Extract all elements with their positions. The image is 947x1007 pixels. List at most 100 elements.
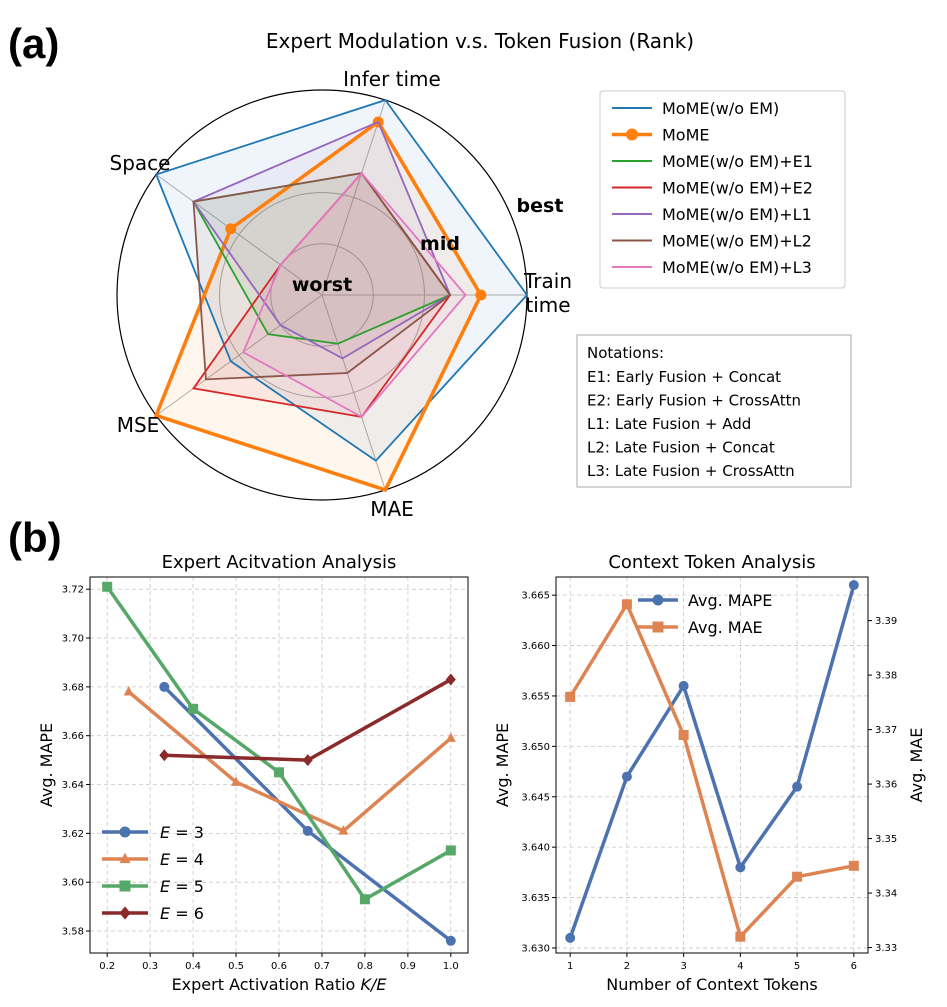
expert-legend: E = 3E = 4E = 5E = 6 bbox=[102, 823, 204, 923]
legend-value: = 4 bbox=[170, 850, 204, 869]
legend-label: E = 5 bbox=[160, 877, 204, 896]
radar-spoke bbox=[155, 174, 323, 296]
data-point bbox=[274, 767, 284, 778]
radar-fill bbox=[193, 173, 451, 417]
legend-value: = 5 bbox=[170, 877, 204, 896]
radar-axis-label: Space bbox=[110, 151, 171, 175]
data-point bbox=[231, 776, 242, 786]
radar-legend: MoME(w/o EM) MoME MoME(w/o EM)+E1 MoME(w/o … bbox=[599, 90, 846, 289]
x-axis-label-var: K/E bbox=[360, 975, 387, 994]
notations-box: Notations: E1: Early Fusion + Concat E2: E… bbox=[576, 334, 852, 488]
legend-marker bbox=[119, 906, 131, 920]
y-tick-label: 3.665 bbox=[521, 591, 550, 602]
data-point bbox=[445, 732, 456, 742]
x-tick-label: 0.2 bbox=[99, 961, 115, 972]
x-tick-label: 3 bbox=[680, 961, 686, 972]
notation-item: L1: Late Fusion + Add bbox=[587, 415, 751, 433]
context-token-chart: Context Token Analysis 1 2 3 4 5 6 3.630 3.635 3.… bbox=[493, 552, 926, 994]
radar-series-line bbox=[192, 120, 452, 360]
y-tick-label: 3.650 bbox=[521, 742, 550, 753]
radar-series-marker bbox=[475, 289, 487, 301]
legend-marker bbox=[626, 128, 638, 141]
radar-fill bbox=[156, 121, 481, 490]
data-point bbox=[102, 581, 113, 592]
y-tick-label: 3.660 bbox=[521, 641, 550, 652]
data-point bbox=[848, 860, 859, 871]
y-tick-label: 3.66 bbox=[62, 731, 84, 742]
legend-marker bbox=[652, 621, 664, 633]
radar-level-best: best bbox=[517, 195, 564, 217]
legend-var: E bbox=[160, 877, 171, 896]
radar-spoke bbox=[155, 294, 323, 416]
y2-tick-label: 3.36 bbox=[875, 780, 897, 791]
legend-marker bbox=[652, 594, 664, 606]
legend-label: Avg. MAE bbox=[688, 618, 763, 637]
panel-label-a: (a) bbox=[8, 20, 59, 67]
data-point bbox=[621, 599, 632, 610]
radar-series-line bbox=[154, 98, 529, 462]
legend-label: E = 6 bbox=[160, 904, 204, 923]
y-tick-label: 3.60 bbox=[62, 878, 84, 889]
legend-var: E bbox=[160, 823, 171, 842]
x-tick-label: 0.8 bbox=[357, 961, 373, 972]
data-point bbox=[792, 871, 803, 882]
legend-label: MoME(w/o EM)+E1 bbox=[662, 152, 813, 171]
notations-title: Notations: bbox=[587, 344, 664, 362]
radar-series-line bbox=[192, 172, 452, 381]
radar-level-mid: mid bbox=[420, 233, 460, 255]
y2-tick-label: 3.39 bbox=[875, 616, 897, 627]
legend-label: E = 3 bbox=[160, 823, 204, 842]
data-point bbox=[338, 825, 349, 835]
x-tick-label: 1 bbox=[567, 961, 573, 972]
notation-item: E2: Early Fusion + CrossAttn bbox=[587, 392, 801, 410]
data-point bbox=[123, 686, 134, 696]
data-point bbox=[848, 580, 859, 591]
radar-level-worst: worst bbox=[292, 274, 352, 296]
notations-frame bbox=[576, 334, 852, 488]
y-tick-label: 3.64 bbox=[62, 780, 84, 791]
series-line bbox=[568, 602, 855, 939]
plot-frame bbox=[555, 576, 869, 954]
expert-activation-chart: Expert Acitvation Analysis 0.2 0.3 0.4 0.5 0.… bbox=[37, 552, 469, 994]
x-tick-label: 0.5 bbox=[228, 961, 244, 972]
panel-label-b: (b) bbox=[8, 514, 62, 561]
legend-var: E bbox=[160, 904, 171, 923]
y-axis-label-left: Avg. MAPE bbox=[493, 723, 512, 807]
y2-tick-label: 3.35 bbox=[875, 834, 897, 845]
legend-value: = 3 bbox=[170, 823, 204, 842]
chart-title: Context Token Analysis bbox=[608, 552, 815, 573]
data-point bbox=[359, 894, 370, 905]
data-point bbox=[445, 935, 456, 946]
y-tick-label: 3.640 bbox=[521, 843, 550, 854]
legend-label: E = 4 bbox=[160, 850, 204, 869]
legend-label: MoME(w/o EM)+L2 bbox=[662, 232, 812, 251]
x-tick-label: 0.6 bbox=[271, 961, 287, 972]
y-tick-label: 3.70 bbox=[62, 634, 84, 645]
y-axis-label: Avg. MAPE bbox=[37, 723, 56, 807]
radar-series-marker bbox=[225, 223, 237, 235]
y-tick-label: 3.630 bbox=[521, 943, 550, 954]
data-point bbox=[678, 730, 689, 741]
radar-axis-label: MAE bbox=[370, 497, 414, 521]
series-line bbox=[127, 690, 452, 833]
radar-fill bbox=[193, 173, 451, 380]
radar-spoke bbox=[321, 99, 386, 296]
y2-tick-label: 3.37 bbox=[875, 725, 897, 736]
legend-label: MoME(w/o EM) bbox=[662, 99, 779, 118]
x-tick-label: 6 bbox=[851, 961, 857, 972]
legend-label: MoME(w/o EM)+L3 bbox=[662, 258, 812, 277]
y-tick-label: 3.58 bbox=[62, 927, 84, 938]
legend-label: MoME(w/o EM)+L1 bbox=[662, 205, 812, 224]
x-tick-label: 0.4 bbox=[185, 961, 201, 972]
radar-axis-label: Infer time bbox=[343, 67, 441, 91]
y2-tick-label: 3.33 bbox=[875, 943, 897, 954]
y2-tick-label: 3.34 bbox=[875, 889, 897, 900]
radar-fill bbox=[193, 173, 451, 344]
y-tick-label: 3.655 bbox=[521, 691, 550, 702]
data-point bbox=[735, 862, 746, 873]
data-point bbox=[188, 703, 199, 714]
x-tick-label: 0.7 bbox=[314, 961, 330, 972]
data-point bbox=[445, 673, 456, 686]
y-tick-label: 3.645 bbox=[521, 792, 550, 803]
radar-axis-label: MSE bbox=[117, 413, 160, 437]
